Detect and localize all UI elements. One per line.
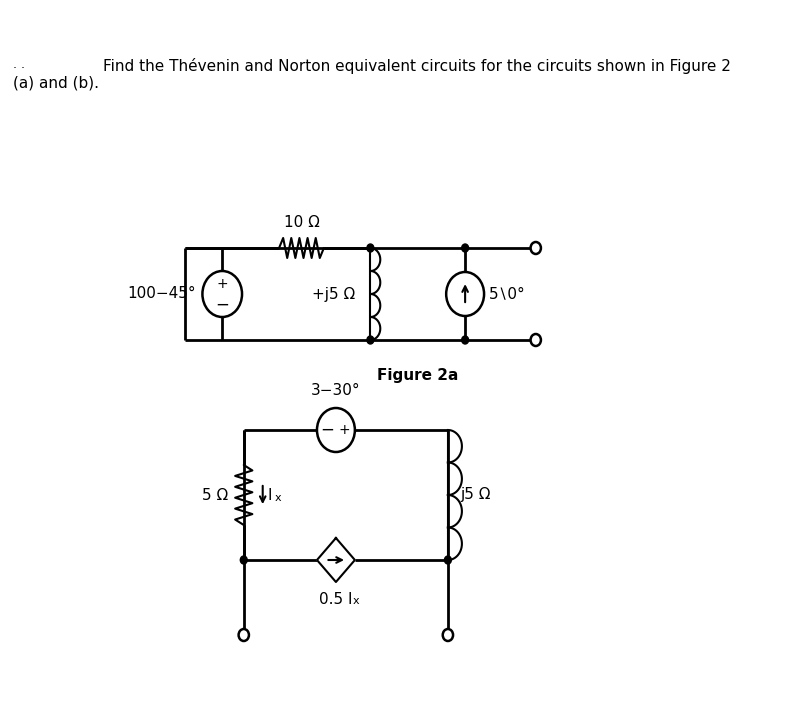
Text: I: I [267, 487, 271, 503]
Circle shape [446, 272, 484, 316]
Text: 5 Ω: 5 Ω [202, 487, 228, 503]
Circle shape [443, 629, 453, 641]
Text: x: x [353, 596, 360, 606]
Circle shape [241, 556, 247, 564]
Circle shape [203, 271, 242, 317]
Circle shape [238, 629, 249, 641]
Polygon shape [317, 538, 355, 582]
Circle shape [462, 336, 469, 344]
Circle shape [530, 242, 541, 254]
Text: +j5 Ω: +j5 Ω [312, 287, 355, 301]
Text: 100−45°: 100−45° [127, 287, 196, 301]
Text: +: + [216, 278, 228, 292]
Circle shape [367, 336, 374, 344]
Text: Find the Thévenin and Norton equivalent circuits for the circuits shown in Figur: Find the Thévenin and Norton equivalent … [103, 58, 731, 74]
Text: 0.5 I: 0.5 I [320, 592, 353, 607]
Circle shape [462, 244, 469, 252]
Text: +: + [338, 423, 350, 437]
Text: (a) and (b).: (a) and (b). [13, 76, 99, 91]
Text: Figure 2a: Figure 2a [377, 368, 458, 383]
Text: 3−30°: 3−30° [311, 383, 361, 398]
Text: j5 Ω: j5 Ω [460, 487, 491, 503]
Text: 5∖0°: 5∖0° [489, 287, 526, 301]
Text: x: x [275, 493, 282, 503]
Circle shape [530, 334, 541, 346]
Text: −: − [320, 421, 335, 439]
Circle shape [444, 556, 451, 564]
Circle shape [317, 408, 355, 452]
Text: −: − [215, 296, 229, 314]
Text: 10 Ω: 10 Ω [283, 215, 320, 230]
Circle shape [367, 244, 374, 252]
Text: . .: . . [13, 58, 25, 71]
